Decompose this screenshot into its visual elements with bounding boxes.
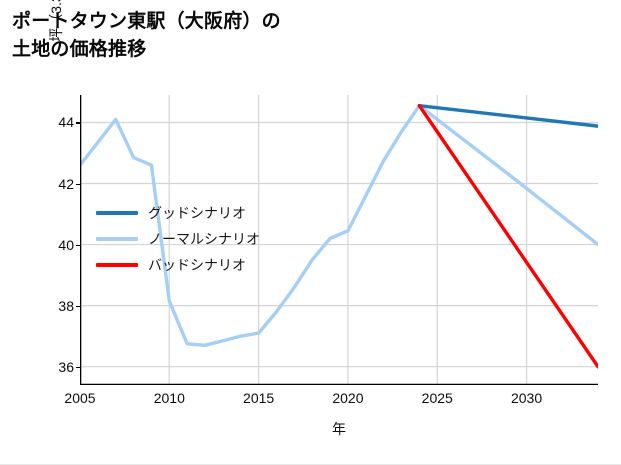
y-tick-mark — [76, 183, 80, 186]
series-line-バッドシナリオ — [417, 103, 598, 369]
y-tick-mark — [76, 122, 80, 124]
legend-label-bad: バッドシナリオ — [148, 257, 246, 273]
x-axis-label: 年 — [332, 421, 346, 437]
legend-label-good: グッドシナリオ — [148, 205, 246, 221]
y-tick-label: 44 — [58, 114, 74, 131]
legend-item-bad[interactable]: バッドシナリオ — [96, 255, 260, 275]
legend-label-normal: ノーマルシナリオ — [148, 231, 260, 247]
legend-item-good[interactable]: グッドシナリオ — [96, 203, 260, 223]
y-tick-mark — [76, 244, 80, 247]
x-tick-label: 2030 — [510, 390, 543, 406]
legend-swatch-good — [96, 211, 138, 215]
x-tick-label: 2020 — [332, 390, 364, 406]
chart-legend: グッドシナリオ ノーマルシナリオ バッドシナリオ — [96, 203, 260, 275]
line-chart-svg — [80, 95, 598, 385]
legend-swatch-normal — [96, 237, 138, 241]
y-tick-label: 40 — [58, 236, 74, 253]
series-lines — [80, 103, 598, 369]
gridlines — [80, 95, 598, 385]
series-line-ノーマルシナリオ — [80, 103, 598, 348]
y-tick-mark — [76, 366, 80, 369]
y-tick-label: 42 — [58, 175, 74, 192]
series-line-グッドシナリオ — [417, 103, 598, 128]
x-tick-label: 2005 — [64, 390, 96, 406]
chart-title: ポートタウン東駅（大阪府）の 土地の価格推移 — [12, 11, 281, 60]
y-tick-label: 38 — [58, 297, 74, 314]
y-tick-label: 36 — [58, 358, 74, 375]
legend-swatch-bad — [96, 263, 138, 267]
x-tick-label: 2010 — [153, 390, 185, 406]
legend-item-normal[interactable]: ノーマルシナリオ — [96, 229, 260, 249]
y-tick-mark — [76, 305, 80, 308]
axis-spines — [80, 95, 598, 385]
x-tick-label: 2015 — [243, 390, 275, 406]
x-tick-label: 2025 — [421, 390, 453, 406]
